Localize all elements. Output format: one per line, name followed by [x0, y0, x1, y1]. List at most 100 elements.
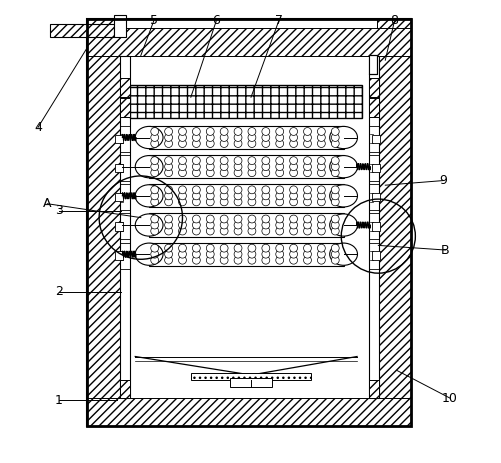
Bar: [114, 15, 126, 37]
Ellipse shape: [329, 243, 357, 265]
Circle shape: [303, 133, 311, 141]
Circle shape: [192, 169, 200, 176]
Text: 10: 10: [441, 392, 457, 405]
Circle shape: [289, 139, 297, 147]
Circle shape: [262, 250, 269, 258]
Text: 5: 5: [149, 14, 157, 27]
Circle shape: [317, 221, 325, 229]
Circle shape: [247, 215, 256, 223]
Circle shape: [178, 221, 186, 229]
Circle shape: [247, 127, 256, 135]
Circle shape: [289, 127, 297, 135]
Circle shape: [317, 198, 325, 206]
Circle shape: [233, 192, 241, 200]
Circle shape: [192, 127, 200, 135]
Circle shape: [317, 127, 325, 135]
Circle shape: [317, 133, 325, 141]
Circle shape: [331, 221, 339, 229]
Bar: [229, 378, 272, 387]
Circle shape: [178, 139, 186, 147]
Circle shape: [275, 257, 283, 264]
Circle shape: [331, 215, 339, 223]
Circle shape: [192, 192, 200, 200]
Bar: [368, 98, 378, 117]
Circle shape: [303, 227, 311, 235]
Circle shape: [289, 244, 297, 252]
Circle shape: [206, 244, 214, 252]
Circle shape: [262, 244, 269, 252]
Circle shape: [262, 186, 269, 194]
Ellipse shape: [329, 214, 357, 236]
Circle shape: [206, 139, 214, 147]
Circle shape: [262, 221, 269, 229]
Circle shape: [150, 169, 158, 176]
Text: 1: 1: [55, 394, 63, 407]
Text: 9: 9: [438, 174, 446, 187]
Circle shape: [150, 244, 158, 252]
Circle shape: [262, 169, 269, 176]
Circle shape: [262, 163, 269, 170]
Bar: [368, 78, 378, 97]
Circle shape: [178, 133, 186, 141]
Circle shape: [331, 186, 339, 194]
Circle shape: [206, 163, 214, 170]
Circle shape: [289, 250, 297, 258]
Circle shape: [303, 163, 311, 170]
Text: 7: 7: [274, 14, 282, 27]
Circle shape: [233, 133, 241, 141]
Circle shape: [303, 215, 311, 223]
Circle shape: [331, 198, 339, 206]
Circle shape: [317, 192, 325, 200]
Circle shape: [206, 127, 214, 135]
Bar: [368, 55, 377, 74]
Circle shape: [150, 156, 158, 164]
Circle shape: [289, 156, 297, 164]
Circle shape: [150, 192, 158, 200]
Bar: [87, 398, 410, 426]
Text: 3: 3: [55, 204, 63, 217]
Ellipse shape: [329, 126, 357, 149]
Circle shape: [206, 186, 214, 194]
Circle shape: [192, 221, 200, 229]
Circle shape: [303, 169, 311, 176]
Circle shape: [233, 227, 241, 235]
Circle shape: [275, 215, 283, 223]
Bar: [149, 184, 343, 207]
Circle shape: [247, 163, 256, 170]
Circle shape: [317, 244, 325, 252]
Ellipse shape: [329, 156, 357, 178]
Circle shape: [192, 198, 200, 206]
Circle shape: [289, 133, 297, 141]
Circle shape: [178, 244, 186, 252]
Circle shape: [192, 133, 200, 141]
Circle shape: [164, 215, 172, 223]
Circle shape: [150, 215, 158, 223]
Circle shape: [150, 163, 158, 170]
Ellipse shape: [329, 185, 357, 207]
Bar: [149, 126, 343, 149]
Bar: [190, 373, 311, 380]
Bar: [149, 243, 343, 266]
Circle shape: [331, 227, 339, 235]
Circle shape: [233, 156, 241, 164]
Circle shape: [220, 192, 227, 200]
Circle shape: [150, 221, 158, 229]
Bar: [130, 85, 361, 118]
Circle shape: [262, 127, 269, 135]
Circle shape: [233, 215, 241, 223]
Circle shape: [317, 139, 325, 147]
Circle shape: [331, 127, 339, 135]
Circle shape: [247, 192, 256, 200]
Circle shape: [178, 156, 186, 164]
Circle shape: [192, 250, 200, 258]
Circle shape: [233, 250, 241, 258]
Circle shape: [164, 127, 172, 135]
Circle shape: [247, 186, 256, 194]
Circle shape: [220, 198, 227, 206]
Circle shape: [303, 250, 311, 258]
Circle shape: [247, 227, 256, 235]
Circle shape: [164, 227, 172, 235]
Bar: [87, 19, 410, 426]
Ellipse shape: [135, 156, 163, 178]
Circle shape: [220, 127, 227, 135]
